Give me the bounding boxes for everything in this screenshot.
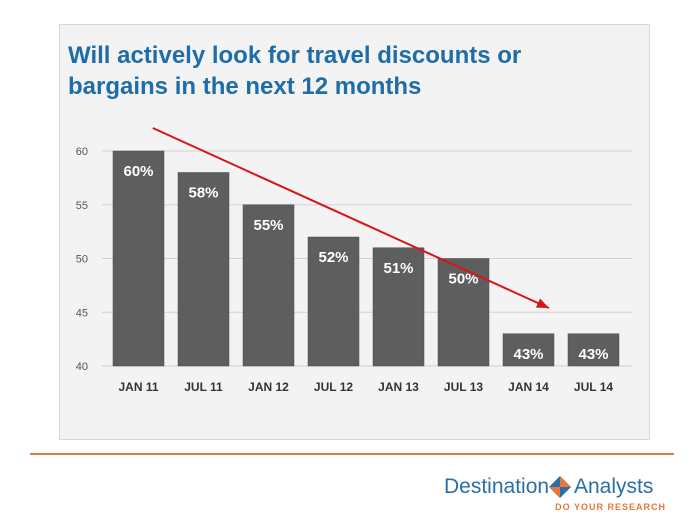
bar-jan-13	[372, 247, 425, 367]
y-axis-ticks: 40 45 50 55 60	[76, 146, 88, 373]
x-tick-label: JUL 13	[444, 380, 483, 394]
bar-jan-14	[502, 333, 555, 367]
bar-jan-12	[242, 204, 295, 367]
y-tick-label: 60	[76, 146, 88, 158]
destination-analysts-logo: Destination Analysts DO YOUR RESEARCH	[444, 475, 674, 519]
y-tick-label: 40	[76, 361, 88, 373]
logo-word-destination: Destination	[444, 475, 550, 498]
logo-tagline: DO YOUR RESEARCH	[555, 502, 666, 512]
x-tick-label: JAN 13	[378, 380, 419, 394]
trend-arrowhead	[535, 298, 549, 308]
x-tick-label: JAN 14	[508, 380, 549, 394]
bar-jul-14	[567, 333, 620, 367]
x-tick-label: JAN 11	[118, 380, 158, 394]
bar-value-label: 60%	[123, 163, 153, 180]
bar-value-label: 55%	[253, 217, 283, 234]
chart-title: Will actively look for travel discounts …	[68, 40, 628, 102]
footer-divider	[30, 453, 674, 455]
bar-value-label: 43%	[578, 346, 608, 363]
logo-word-analysts: Analysts	[574, 475, 654, 498]
bar-value-label: 50%	[448, 271, 478, 288]
bars	[112, 150, 620, 367]
chart-title-line-2: bargains in the next 12 months	[68, 73, 422, 100]
x-tick-label: JUL 14	[574, 380, 613, 394]
y-tick-label: 50	[76, 254, 88, 266]
trend-arrow	[152, 127, 550, 309]
bar-jul-11	[177, 172, 230, 367]
x-tick-label: JAN 12	[248, 380, 289, 394]
bar-value-label: 43%	[513, 346, 543, 363]
x-axis-ticks: JAN 11 JUL 11 JAN 12 JUL 12 JAN 13 JUL 13 JAN …	[118, 380, 613, 394]
y-tick-label: 55	[76, 200, 88, 212]
bar-jul-12	[307, 236, 360, 367]
bar-value-label: 52%	[318, 249, 348, 266]
bar-value-label: 51%	[383, 260, 413, 277]
bar-value-label: 58%	[188, 185, 218, 202]
diamond-logo-icon	[549, 476, 571, 498]
data-labels: 60% 58% 55% 52% 51% 50% 43% 43%	[123, 163, 608, 363]
trend-line	[152, 127, 550, 309]
chart-title-line-1: Will actively look for travel discounts …	[68, 42, 522, 69]
bar-jan-11	[112, 150, 165, 367]
x-tick-label: JUL 12	[314, 380, 353, 394]
y-tick-label: 45	[76, 307, 88, 319]
x-tick-label: JUL 11	[184, 380, 223, 394]
